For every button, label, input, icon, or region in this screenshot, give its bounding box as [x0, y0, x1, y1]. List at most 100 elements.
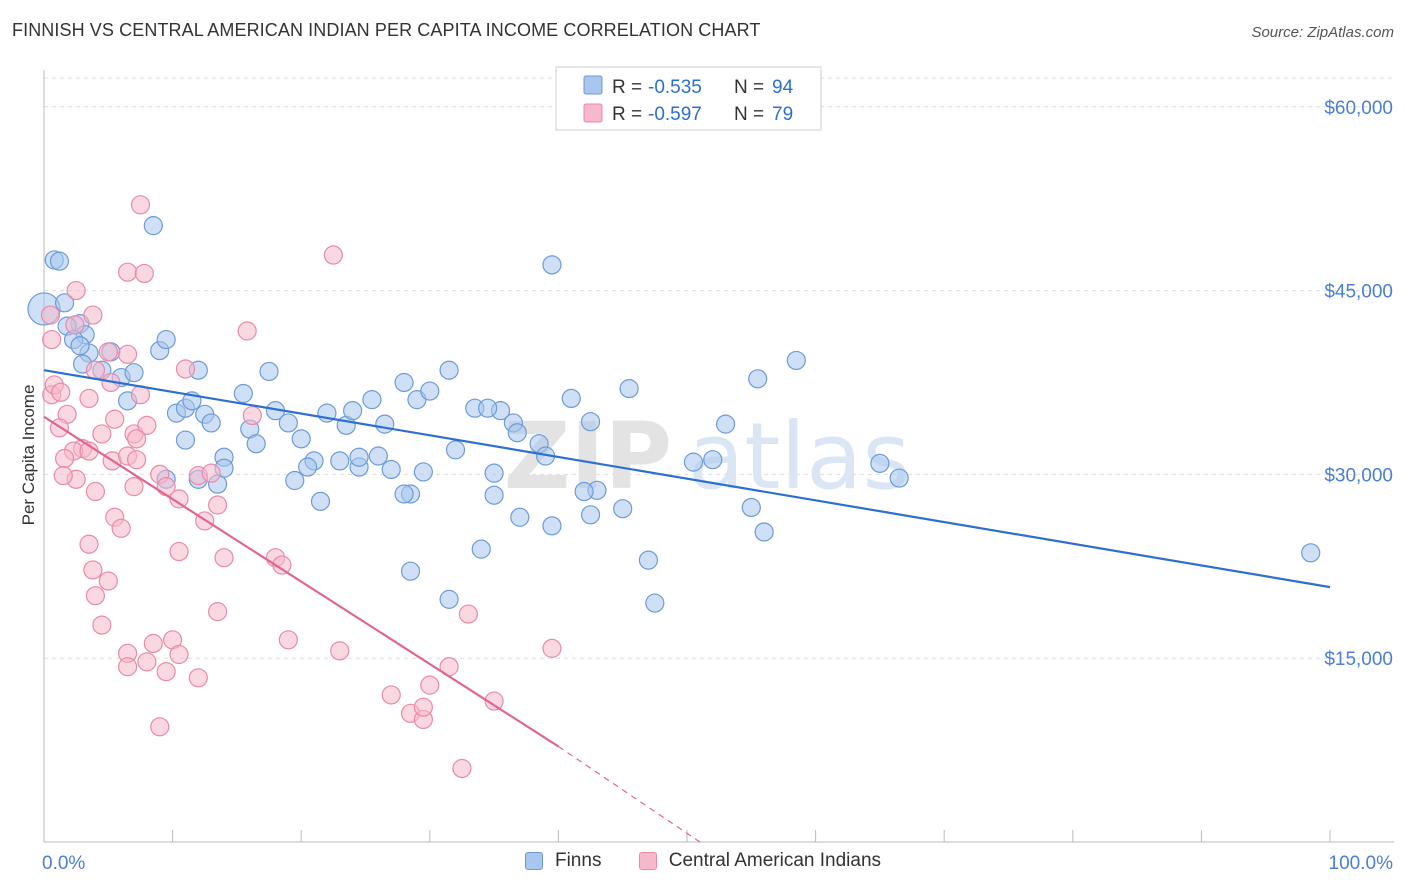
- legend-r-value-cai: -0.597: [648, 104, 702, 125]
- legend-swatch-finns: [583, 75, 603, 95]
- cai-point-53: [150, 717, 170, 737]
- legend-r-label-cai: R =: [612, 104, 642, 125]
- finns-point-46: [484, 463, 504, 483]
- legend-n-value-finns: 94: [772, 77, 794, 98]
- cai-point-60: [420, 675, 440, 695]
- chart-title: FINNISH VS CENTRAL AMERICAN INDIAN PER C…: [12, 20, 761, 40]
- cai-point-37: [83, 560, 103, 580]
- cai-point-45: [92, 615, 112, 635]
- finns-point-53: [298, 457, 318, 477]
- cai-point-74: [201, 463, 221, 483]
- finns-point-78: [683, 452, 704, 472]
- cai-point-47: [137, 652, 157, 672]
- cai-point-76: [83, 305, 103, 325]
- finns-point-87: [1301, 543, 1321, 563]
- series-finns-points: [27, 216, 1321, 613]
- finns-point-24: [175, 430, 196, 450]
- finns-point-31: [291, 429, 311, 449]
- cai-point-22: [98, 342, 118, 362]
- cai-point-3: [65, 315, 85, 335]
- finns-point-32: [246, 434, 266, 454]
- finns-point-48: [413, 462, 433, 482]
- series-legend: Finns Central American Indians: [0, 850, 1406, 876]
- legend-label-finns: Finns: [554, 850, 602, 871]
- legend-n-label-finns: N =: [734, 77, 764, 98]
- finns-point-92: [420, 381, 440, 401]
- cai-point-43: [272, 555, 292, 575]
- legend-swatch-cai: [583, 103, 603, 123]
- cai-point-39: [98, 571, 118, 591]
- y-tick-label-1: $30,000: [1324, 465, 1393, 486]
- cai-point-19: [137, 415, 157, 435]
- cai-point-21: [117, 344, 138, 364]
- finns-point-84: [754, 522, 774, 542]
- cai-trend-extension: [558, 745, 701, 843]
- cai-point-14: [53, 466, 73, 486]
- cai-point-41: [214, 548, 234, 568]
- finns-point-74: [400, 561, 421, 581]
- cai-point-68: [237, 321, 257, 341]
- cai-point-70: [130, 195, 151, 215]
- finns-point-65: [510, 507, 530, 527]
- y-axis-label: Per Capita Income: [19, 385, 38, 526]
- finns-point-79: [703, 450, 723, 470]
- y-tick-labels: $15,000 $30,000 $45,000 $60,000: [1324, 98, 1393, 670]
- cai-point-2: [66, 280, 86, 301]
- finns-point-82: [786, 350, 806, 371]
- cai-point-50: [169, 644, 189, 665]
- finns-point-30: [278, 413, 298, 433]
- finns-point-83: [741, 497, 761, 518]
- cai-point-71: [117, 262, 138, 282]
- legend-label-cai: Central American Indians: [668, 850, 882, 871]
- legend-item-finns: Finns: [524, 850, 602, 872]
- finns-point-37: [375, 414, 395, 434]
- cai-point-63: [458, 604, 478, 624]
- cai-point-40: [169, 541, 189, 562]
- cai-point-35: [85, 481, 106, 502]
- finns-point-80: [715, 414, 736, 434]
- cai-point-38: [85, 586, 106, 606]
- axes: [43, 70, 1394, 843]
- cai-point-12: [54, 448, 75, 469]
- finns-point-90: [507, 423, 527, 443]
- cai-trend-line: [43, 415, 559, 748]
- cai-point-1: [42, 329, 62, 350]
- finns-point-13: [124, 363, 144, 383]
- finns-point-64: [484, 485, 504, 505]
- finns-point-75: [561, 388, 581, 409]
- grid-lines: [44, 77, 1394, 659]
- legend-n-label-cai: N =: [734, 104, 764, 125]
- finns-point-69: [645, 593, 665, 613]
- cai-point-17: [105, 409, 125, 429]
- finns-point-67: [580, 505, 601, 525]
- cai-point-6: [51, 382, 71, 402]
- cai-point-48: [143, 633, 163, 654]
- cai-point-51: [156, 662, 176, 682]
- finns-point-81: [748, 369, 768, 389]
- finns-point-49: [381, 459, 401, 480]
- y-tick-label-3: $60,000: [1324, 98, 1393, 119]
- finns-point-40: [439, 360, 459, 380]
- cai-point-28: [169, 489, 189, 509]
- legend-n-value-cai: 79: [772, 104, 793, 125]
- finns-point-51: [330, 451, 350, 471]
- cai-point-77: [126, 450, 147, 470]
- finns-point-35: [343, 401, 363, 421]
- finns-point-54: [285, 470, 305, 491]
- cai-point-52: [188, 668, 208, 688]
- cai-point-26: [126, 429, 147, 449]
- cai-point-54: [117, 657, 138, 677]
- cai-point-56: [330, 641, 350, 661]
- finns-point-17: [156, 329, 176, 350]
- finns-point-3: [49, 251, 70, 271]
- y-tick-label-2: $45,000: [1324, 282, 1393, 303]
- finns-trend-line: [43, 369, 1331, 589]
- finns-point-71: [613, 499, 633, 519]
- finns-point-15: [143, 216, 163, 236]
- cai-point-55: [278, 630, 298, 650]
- cai-point-73: [85, 360, 106, 380]
- finns-point-63: [394, 484, 414, 504]
- finns-point-61: [349, 447, 369, 467]
- finns-point-76: [580, 412, 601, 432]
